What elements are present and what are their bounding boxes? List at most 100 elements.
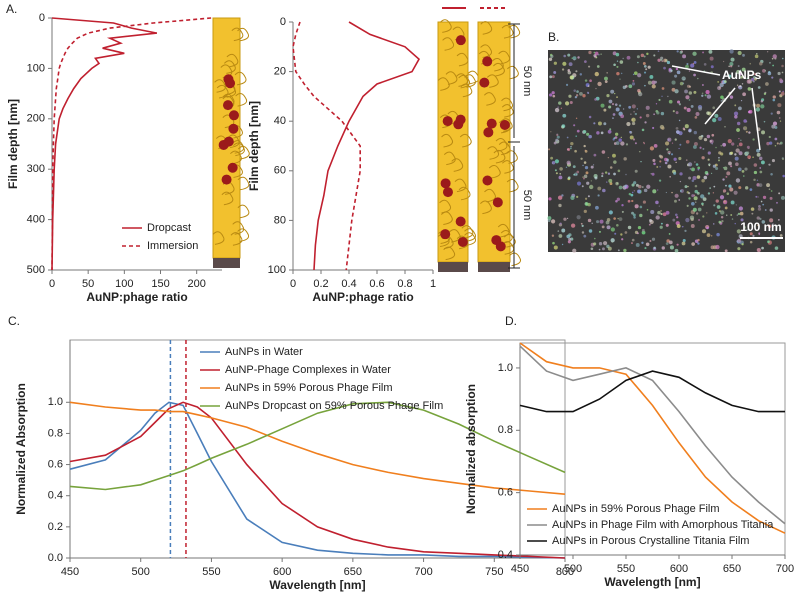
phage-fiber (498, 50, 511, 65)
legend-label: AuNPs in Porous Crystalline Titania Film (552, 535, 749, 547)
speck (576, 90, 579, 93)
speck (582, 164, 584, 167)
speck (688, 99, 691, 101)
speck (613, 160, 617, 164)
legend-label: AuNPs Dropcast on 59% Porous Phage Film (225, 400, 443, 412)
nanoparticle (440, 229, 451, 240)
speck (782, 57, 784, 60)
x-tick-label: 600 (273, 566, 291, 578)
speck (636, 108, 638, 110)
speck (626, 121, 631, 127)
speck (714, 212, 718, 215)
speck (676, 243, 679, 246)
speck (562, 61, 567, 66)
speck (595, 87, 597, 90)
speck (715, 244, 720, 250)
x-tick-label: 0.2 (313, 278, 328, 290)
speck (781, 157, 784, 160)
speck (612, 51, 617, 56)
speck (630, 193, 634, 197)
speck (710, 65, 714, 69)
nanoparticle (228, 123, 239, 134)
speck (762, 68, 766, 73)
speck (645, 113, 650, 118)
y-tick-label: 0.8 (498, 424, 513, 436)
speck (685, 217, 690, 223)
speck (660, 212, 663, 216)
speck (582, 129, 587, 134)
speck (704, 94, 707, 97)
speck (618, 104, 622, 107)
speck (582, 94, 586, 98)
phage-fiber (232, 221, 245, 235)
y-tick-label: 0.2 (48, 521, 63, 533)
speck (743, 175, 745, 177)
speck (712, 118, 717, 123)
speck (780, 91, 785, 96)
speck (632, 213, 636, 217)
substrate (438, 262, 468, 272)
speck (686, 107, 691, 113)
speck (604, 76, 608, 81)
speck (681, 241, 686, 246)
speck (551, 234, 555, 237)
speck (719, 82, 724, 88)
speck (614, 232, 617, 235)
speck (645, 105, 650, 110)
speck (730, 65, 733, 68)
speck (733, 190, 738, 195)
speck (760, 200, 763, 203)
series-line (51, 17, 212, 271)
speck (770, 173, 773, 176)
speck (568, 233, 572, 237)
speck (737, 212, 741, 216)
speck (694, 189, 698, 194)
speck (619, 78, 621, 80)
speck (771, 124, 776, 129)
speck (576, 170, 580, 174)
speck (594, 98, 597, 101)
phage-fiber (507, 65, 519, 80)
speck (678, 147, 680, 150)
speck (728, 161, 732, 166)
speck (681, 225, 684, 228)
speck (631, 117, 636, 123)
speck (607, 172, 611, 175)
speck (624, 184, 628, 188)
speck (704, 171, 709, 175)
y-tick-label: 40 (274, 115, 286, 127)
x-axis-label: Wavelength [nm] (269, 578, 365, 592)
speck (576, 195, 579, 198)
sem-texture (547, 49, 785, 253)
nanoparticle (455, 35, 466, 46)
speck (726, 214, 728, 216)
speck (554, 107, 560, 113)
speck (655, 103, 658, 105)
speck (638, 150, 641, 153)
phage-fiber (237, 27, 250, 42)
speck (570, 195, 575, 200)
speck (731, 218, 734, 220)
speck (750, 207, 755, 211)
speck (715, 199, 719, 203)
phage-fiber (509, 252, 522, 267)
speck (737, 167, 742, 172)
speck (720, 95, 724, 100)
speck (770, 190, 773, 192)
speck (652, 126, 655, 130)
speck (606, 225, 611, 230)
speck (680, 188, 684, 193)
speck (677, 100, 681, 104)
speck (703, 175, 708, 180)
phage-fiber (486, 74, 499, 88)
speck (608, 99, 613, 104)
phage-fiber (508, 24, 521, 39)
speck (551, 91, 555, 95)
legend-label: AuNPs in 59% Porous Phage Film (552, 503, 720, 515)
speck (772, 64, 775, 67)
speck (718, 159, 720, 162)
speck (722, 178, 725, 181)
speck (739, 85, 742, 88)
speck (581, 231, 585, 234)
